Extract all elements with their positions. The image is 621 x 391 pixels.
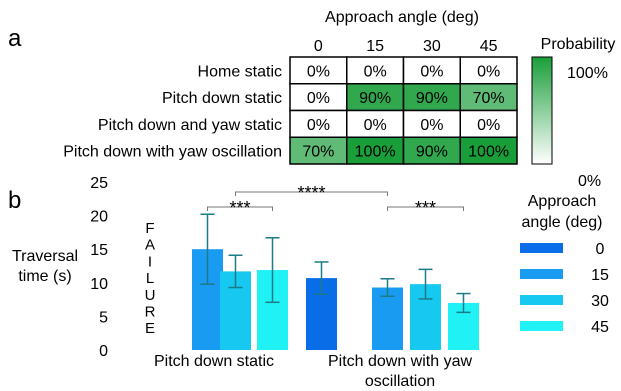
legend-entry: 0 [596, 241, 605, 258]
cell-value-label: 0% [364, 63, 387, 80]
cell-value-label: 70% [302, 144, 334, 161]
panel-label-a: a [8, 25, 22, 52]
significance-bracket [387, 206, 464, 211]
legend-swatch [520, 243, 563, 253]
column-header: 30 [423, 38, 441, 55]
heatmap-cell [346, 109, 405, 138]
cell-value-label: 100% [355, 144, 396, 161]
significance-bracket [235, 191, 388, 196]
column-header: 0 [314, 38, 323, 55]
column-header: 45 [480, 38, 498, 55]
error-bars [200, 213, 471, 314]
y-axis-label: Traversal time (s) [12, 248, 78, 285]
colorbar-gradient [531, 56, 553, 165]
legend-entry: 15 [591, 267, 609, 284]
cell-value-label: 0% [364, 117, 387, 134]
cell-value-label: 0% [307, 63, 330, 80]
cell-value-label: 90% [416, 144, 448, 161]
legend: Approach angle (deg) 0 15 30 45 [520, 193, 609, 336]
row-label: Pitch down static [162, 90, 282, 107]
failure-letter: L [146, 270, 154, 287]
colorbar-max-label: 100% [567, 65, 608, 82]
heatmap-cells: 0% 0% 0% 0% 0% 90% 90% 70% 0% 0% 0% 0% 70% 100% 90% 100… [289, 56, 518, 165]
failure-letter: I [148, 253, 152, 270]
colorbar-label: Probability [541, 36, 616, 53]
y-tick-label: 25 [90, 175, 108, 192]
legend-swatch [520, 295, 563, 305]
failure-letter: A [145, 237, 155, 254]
cell-value-label: 0% [307, 117, 330, 134]
cell-value-label: 90% [416, 90, 448, 107]
significance-brackets: *** ******* [207, 183, 464, 218]
y-axis-label-line: time (s) [18, 268, 71, 285]
failure-letter: E [145, 320, 155, 337]
cell-value-label: 0% [420, 63, 443, 80]
heatmap-cell [346, 136, 405, 165]
panel-label-b: b [8, 187, 21, 214]
heatmap-cell [459, 136, 518, 165]
group-label: Pitch down static [154, 353, 274, 370]
bars [192, 249, 479, 350]
heatmap-cell [459, 83, 518, 112]
significance-label: *** [229, 198, 250, 218]
y-tick-label: 5 [99, 309, 108, 326]
row-label: Home static [198, 63, 282, 80]
legend-entry: 30 [591, 293, 609, 310]
y-tick-label: 10 [90, 276, 108, 293]
legend-swatch [520, 321, 563, 331]
heatmap-cell [459, 109, 518, 138]
failure-letter: F [145, 220, 154, 237]
failure-letter: R [145, 304, 156, 321]
group-labels: Pitch down static Pitch down with yaw osci… [154, 353, 473, 390]
colorbar-min-label: 0% [578, 173, 601, 190]
y-tick-label: 0 [99, 343, 108, 360]
column-header: 15 [366, 38, 384, 55]
bar [372, 287, 403, 350]
axes: 0 5 10 15 20 25 [90, 175, 108, 360]
heatmap-title: Approach angle (deg) [325, 9, 479, 26]
y-tick-label: 20 [90, 209, 108, 226]
heatmap-panel: Approach angle (deg) 0 15 30 45 Home static… [63, 9, 615, 190]
significance-label: *** [415, 198, 436, 218]
y-tick-label: 15 [90, 242, 108, 259]
heatmap-cell [459, 56, 518, 85]
colorbar: Probability 100% 0% [531, 36, 616, 190]
cell-value-label: 70% [473, 90, 505, 107]
legend-title-line: Approach [528, 193, 597, 210]
heatmap-row-labels: Home static Pitch down static Pitch down a… [63, 63, 282, 160]
legend-entry: 45 [591, 319, 609, 336]
heatmap-column-headers: 0 15 30 45 [314, 38, 498, 55]
failure-letter: U [145, 287, 156, 304]
legend-swatch [520, 269, 563, 279]
legend-title-line: angle (deg) [522, 214, 603, 231]
group-label: Pitch down with yaw [328, 353, 473, 370]
cell-value-label: 0% [477, 63, 500, 80]
cell-value-label: 0% [477, 117, 500, 134]
y-axis-label-line: Traversal [12, 248, 78, 265]
cell-value-label: 100% [468, 144, 509, 161]
heatmap-cell [289, 136, 348, 165]
row-label: Pitch down with yaw oscillation [63, 144, 282, 161]
heatmap-cell [346, 83, 405, 112]
significance-bracket [207, 206, 273, 211]
significance-label: **** [297, 183, 325, 203]
group-label: oscillation [365, 373, 435, 390]
cell-value-label: 90% [359, 90, 391, 107]
cell-value-label: 0% [420, 117, 443, 134]
cell-value-label: 0% [307, 90, 330, 107]
row-label: Pitch down and yaw static [98, 117, 282, 134]
